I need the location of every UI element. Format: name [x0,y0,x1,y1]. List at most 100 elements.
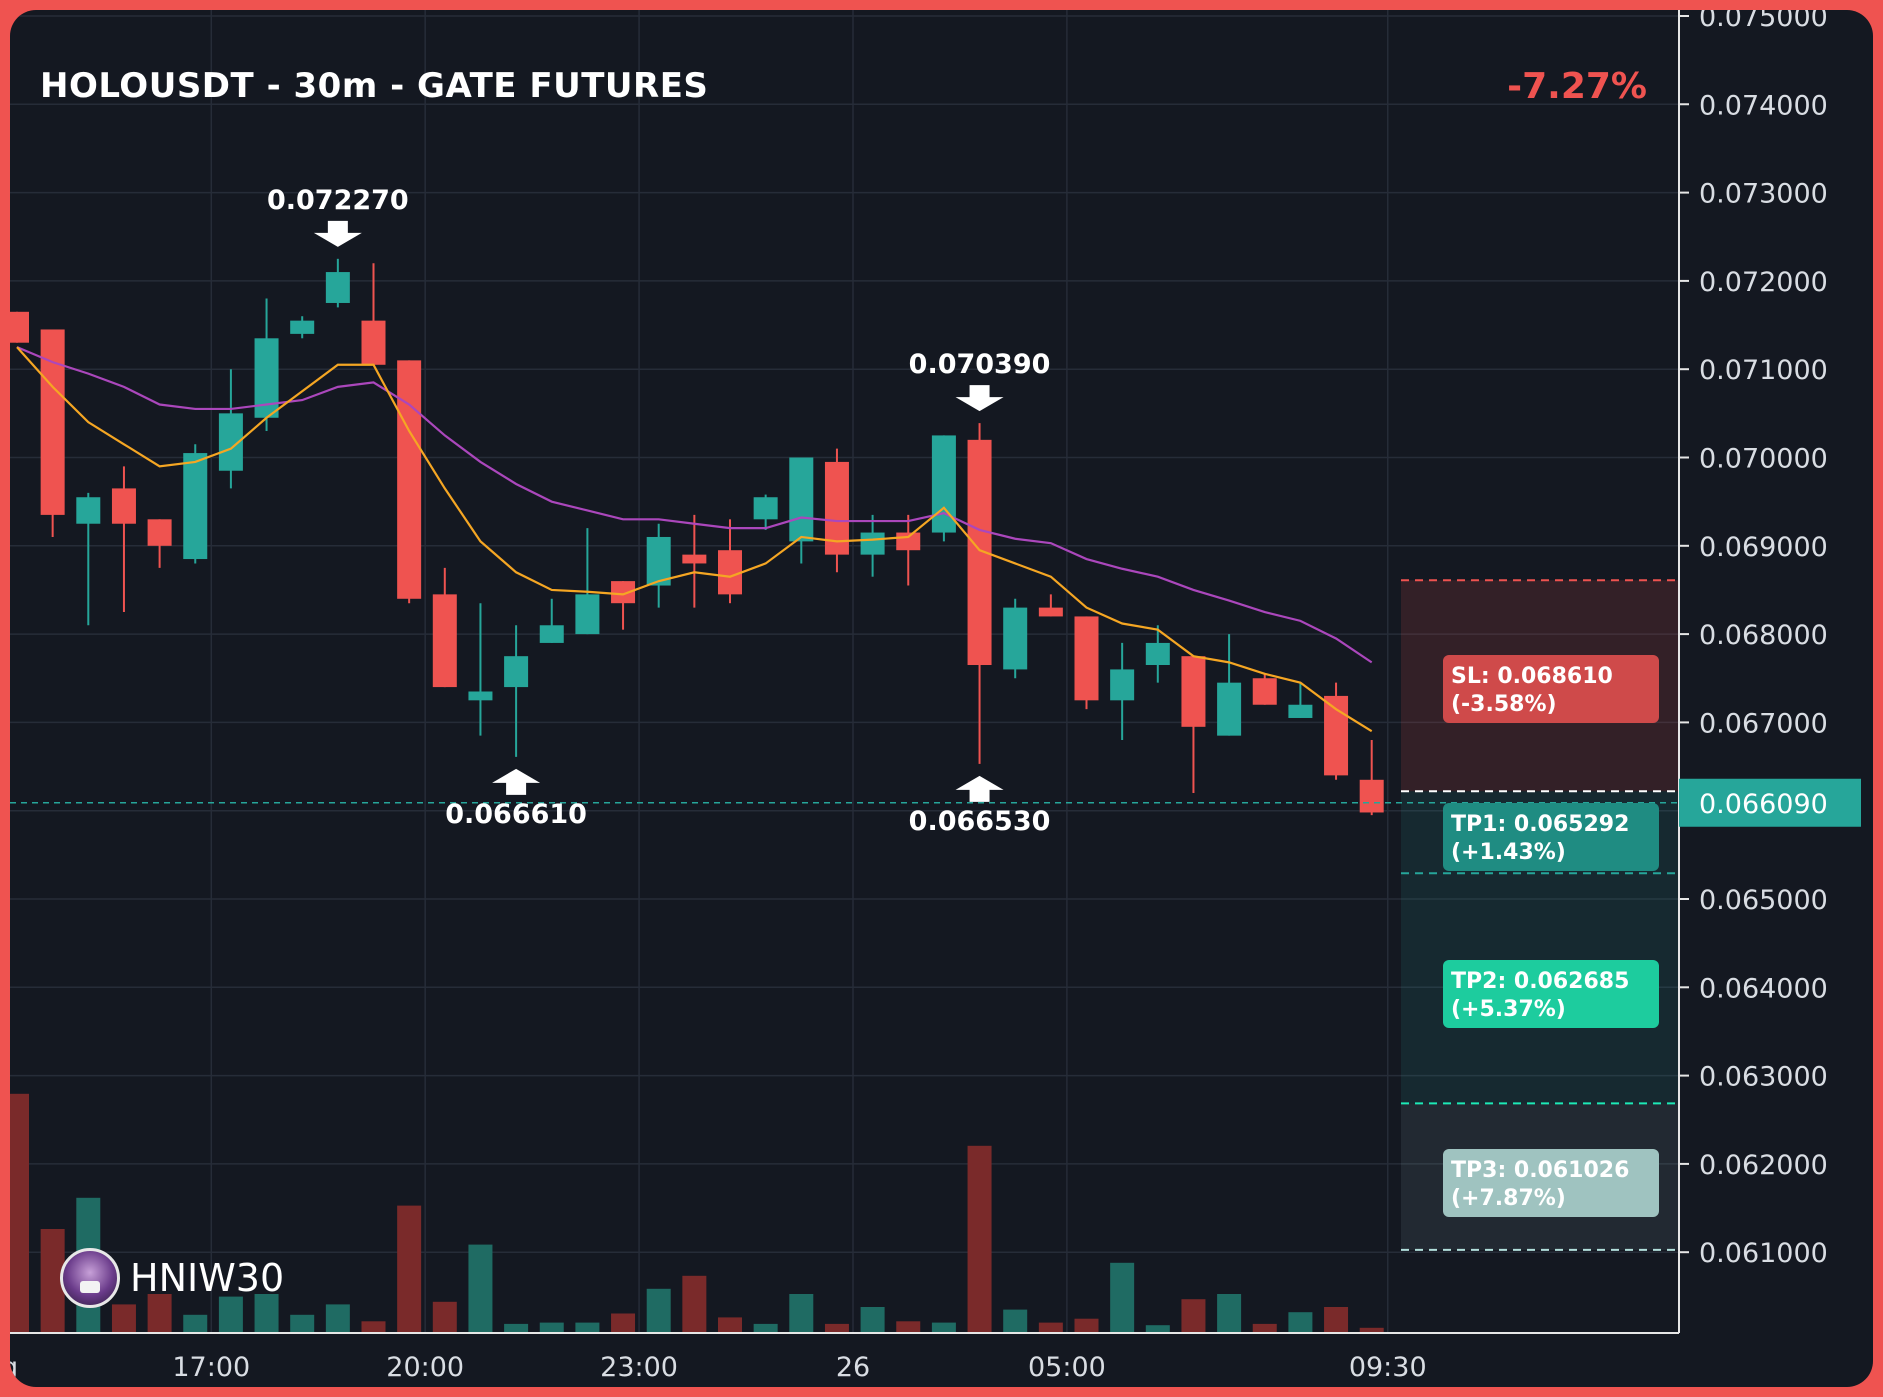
up-arrow-icon [492,768,541,795]
volume-bar [896,1321,921,1333]
candle-body [40,329,65,515]
volume-bar [1359,1327,1384,1333]
tp3-label: TP3: 0.061026 (+7.87%) [1443,1149,1659,1217]
current-price-badge: 0.066090 [1679,778,1861,827]
volume-bar [504,1323,529,1333]
candle-body [1145,642,1170,666]
volume-bar [789,1294,814,1333]
candle-body [611,581,636,604]
y-tick-label: 0.075000 [1699,10,1828,33]
price-chart: SL: 0.068610 (-3.58%) TP1: 0.065292 (+1.43%… [10,10,1861,1383]
high-label: 0.070390 [909,349,1051,380]
watermark: HNIW30 [60,1248,284,1308]
marker-low: 0.066530 [909,775,1050,837]
tp3-label-line2: (+7.87%) [1451,1186,1566,1211]
x-tick-label: 20:00 [386,1352,464,1383]
volume-bar [611,1313,636,1333]
volume-bar [290,1314,315,1333]
y-tick-label: 0.067000 [1699,708,1828,739]
volume-bar [1252,1323,1277,1333]
tp1-label-box [1443,803,1659,871]
x-tick-label: 09:30 [1349,1352,1427,1383]
y-tick-label: 0.070000 [1699,444,1828,475]
y-tick-label: 0.074000 [1699,90,1828,121]
volume-bar [432,1301,457,1333]
volume-bar [183,1314,208,1333]
watermark-text: HNIW30 [130,1256,285,1300]
tp3-label-line1: TP3: 0.061026 [1451,1158,1629,1183]
volume-bar [682,1275,707,1333]
candle-body [1181,656,1206,727]
candle-body [290,320,315,334]
volume-bar [218,1296,243,1333]
volume-bar [10,1093,29,1333]
candle-body [646,536,671,586]
tp1-label-line2: (+1.43%) [1451,840,1566,865]
low-label: 0.066610 [445,799,587,830]
candle-body [147,519,172,546]
x-axis-labels: ug 17:00 20:00 23:00 26 05:00 09:30 [10,1352,1427,1383]
volume-bar [1324,1307,1349,1333]
tp3-label-box [1443,1149,1659,1217]
candle-body [76,497,101,524]
tp2-label-box [1443,960,1659,1028]
tp1-label-line1: TP1: 0.065292 [1451,812,1629,837]
volume-bar [1145,1325,1170,1333]
candle-body [504,656,529,688]
y-tick-label: 0.072000 [1699,267,1828,298]
candle-body [397,360,422,599]
volume-bar [397,1205,422,1333]
volume-bar [1217,1294,1242,1333]
y-tick-label: 0.063000 [1699,1062,1828,1093]
candle-body [753,497,778,520]
candle-body [361,320,386,365]
volume-bar [111,1304,136,1333]
sl-label-line1: SL: 0.068610 [1451,664,1613,689]
candle-body [325,272,350,303]
candle-body [1252,678,1277,705]
volume-bar [1038,1322,1063,1333]
volume-bar [1074,1318,1099,1333]
x-tick-label: 05:00 [1028,1352,1106,1383]
volume-bar [931,1322,956,1333]
grid-lines [10,10,1679,1333]
volume-bar [718,1317,742,1333]
sl-label: SL: 0.068610 (-3.58%) [1443,655,1659,723]
volume-bar [1003,1309,1028,1333]
candle-body [1038,607,1063,617]
up-arrow-icon [955,775,1004,802]
sl-label-box [1443,655,1659,723]
candle-body [789,457,814,542]
candle-body [111,488,136,524]
volume-bar [254,1294,279,1333]
y-tick-label: 0.061000 [1699,1238,1828,1269]
candles [10,258,1384,816]
candle-body [1217,682,1242,736]
candle-body [1003,607,1028,670]
current-price-badge-label: 0.066090 [1699,789,1828,820]
candle-body [1074,616,1099,701]
candle-body [896,532,921,551]
marker-low: 0.066610 [445,768,587,830]
ema-slow-line [16,346,1373,664]
candle-body [575,594,600,635]
y-tick-label: 0.065000 [1699,885,1828,916]
down-arrow-icon [313,220,362,247]
ema-fast-line [16,346,1373,733]
volume-bar [575,1322,600,1333]
y-tick-label: 0.062000 [1699,1150,1828,1181]
marker-high: 0.072270 [267,185,409,247]
y-tick-label: 0.068000 [1699,620,1828,651]
volume-bar [361,1321,386,1333]
volume-bar [753,1323,778,1333]
avatar [60,1248,120,1308]
candle-body [1359,779,1384,813]
y-tick-label: 0.064000 [1699,973,1828,1004]
volume-bar [1181,1299,1206,1333]
candle-body [1110,669,1135,701]
candle-body [824,461,849,555]
volume-bar [646,1288,671,1333]
candle-body [718,550,742,595]
volume-bar [147,1294,172,1333]
candle-body [468,691,493,701]
